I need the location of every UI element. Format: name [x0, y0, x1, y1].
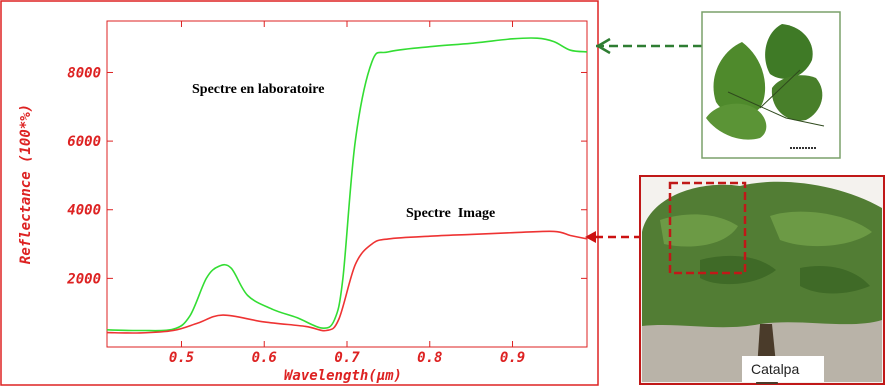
y-axis-title: Reflectance (100*%)	[18, 104, 34, 264]
x-tick-label: 0.5	[169, 350, 194, 366]
plot-frame	[106, 20, 588, 348]
annotation-lab-spectrum: Spectre en laboratoire	[192, 82, 324, 97]
figure-frame	[0, 0, 599, 386]
x-tick-label: 0.6	[252, 350, 277, 366]
annotation-image-spectrum: Spectre Image	[406, 206, 495, 221]
image-arrow-head	[585, 231, 596, 243]
x-tick-label: 0.7	[334, 350, 360, 366]
y-tick-label: 6000	[67, 134, 101, 150]
leaf-photo	[701, 11, 841, 159]
x-tick-label: 0.8	[417, 350, 442, 366]
axis-ticks: 0.5 0.6 0.7 0.8 0.9 2000 4000 6000 8000	[66, 21, 587, 366]
photo-caption: Catalpa	[751, 361, 799, 377]
catalpa-photo: Catalpa	[639, 175, 885, 385]
y-tick-label: 4000	[67, 203, 101, 219]
lab-arrow-head	[597, 37, 611, 55]
series-line-lab	[106, 37, 588, 332]
y-tick-label: 2000	[66, 271, 101, 287]
series-line-image	[106, 230, 588, 334]
series-layer	[106, 37, 588, 334]
x-tick-label: 0.9	[500, 350, 525, 366]
x-axis-title: Wavelength(μm)	[284, 368, 402, 384]
y-tick-label: 8000	[67, 65, 101, 81]
sampling-box	[668, 181, 747, 275]
